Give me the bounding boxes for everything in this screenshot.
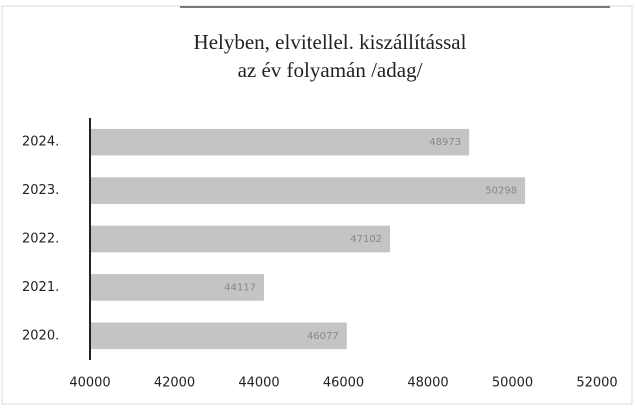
bar [90, 128, 470, 156]
y-tick-label: 2022. [22, 232, 59, 247]
bar [90, 225, 391, 253]
bar [90, 322, 347, 350]
x-tick-label: 42000 [154, 376, 195, 391]
data-label: 48973 [429, 137, 461, 148]
data-label: 44117 [224, 282, 256, 293]
data-label: 50298 [485, 186, 517, 197]
bar [90, 274, 264, 301]
y-tick-label: 2021. [22, 280, 59, 295]
data-label: 46077 [307, 331, 339, 342]
x-tick-label: 46000 [323, 376, 364, 391]
x-tick-label: 50000 [492, 376, 533, 391]
bar [90, 177, 526, 204]
data-label: 47102 [350, 234, 382, 245]
y-tick-label: 2024. [22, 135, 59, 150]
x-tick-label: 48000 [407, 376, 448, 391]
x-tick-label: 44000 [238, 376, 279, 391]
chart-title: az év folyamán /adag/ [238, 58, 423, 82]
y-tick-label: 2020. [22, 328, 59, 343]
chart-title: Helyben, elvitellel. kiszállítással [194, 30, 467, 54]
y-tick-label: 2023. [22, 183, 59, 198]
x-tick-label: 40000 [69, 376, 110, 391]
x-tick-label: 52000 [576, 376, 617, 391]
